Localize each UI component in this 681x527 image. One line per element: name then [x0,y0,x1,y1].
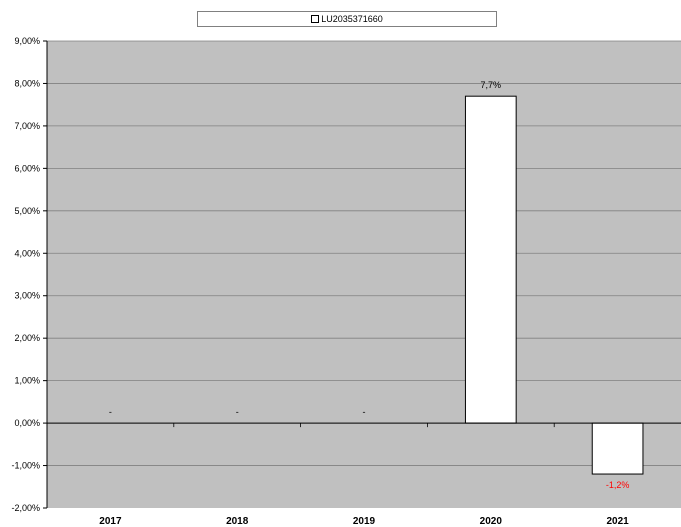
legend-swatch [311,15,320,23]
y-tick-label: 8,00% [14,78,40,88]
y-tick-label: 9,00% [14,36,40,46]
y-tick-label: 3,00% [14,291,40,301]
x-tick-label: 2021 [606,516,629,527]
y-tick-label: 2,00% [14,333,40,343]
data-label: - [363,407,366,417]
bar [591,422,644,475]
data-label: - [236,407,239,417]
x-tick-label: 2019 [353,516,376,527]
y-tick-label: -1,00% [11,461,40,471]
legend: LU2035371660 [197,11,497,27]
y-tick-label: 5,00% [14,206,40,216]
y-tick-label: 6,00% [14,163,40,173]
y-tick-label: 0,00% [14,418,40,428]
y-tick-label: -2,00% [11,503,40,513]
legend-label: LU2035371660 [321,14,383,24]
data-label: - [109,407,112,417]
data-label: 7,7% [481,80,502,90]
y-tick-label: 7,00% [14,121,40,131]
x-tick-label: 2018 [226,516,249,527]
y-tick-label: 1,00% [14,376,40,386]
data-label: -1,2% [606,480,630,490]
y-tick-label: 4,00% [14,248,40,258]
bar [464,95,517,424]
x-tick-label: 2017 [99,516,122,527]
plot-background [47,41,681,508]
x-tick-label: 2020 [480,516,503,527]
